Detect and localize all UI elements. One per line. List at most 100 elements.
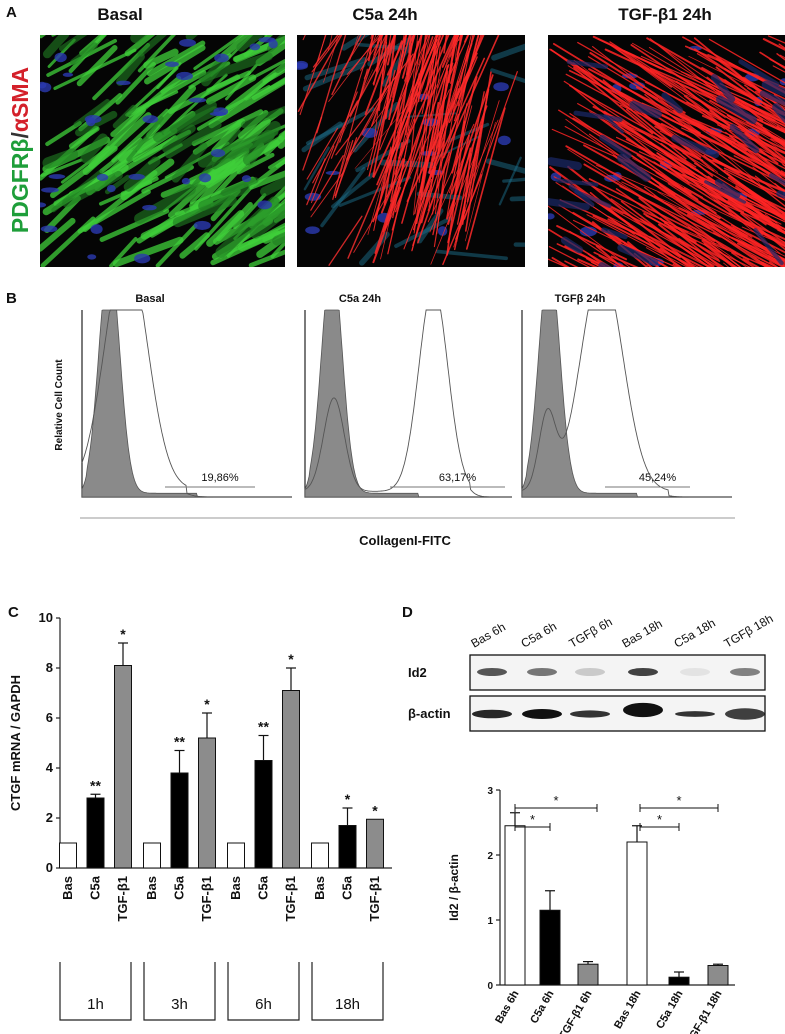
nucleus xyxy=(134,253,151,264)
micrograph xyxy=(297,35,525,267)
fiber xyxy=(593,251,628,267)
x-tick-label: C5a xyxy=(172,875,187,900)
fiber xyxy=(432,83,467,236)
fiber xyxy=(738,75,785,100)
fiber xyxy=(316,35,347,134)
fiber xyxy=(450,74,494,195)
fiber xyxy=(242,120,281,166)
x-tick-label: Bas xyxy=(228,876,243,900)
fiber xyxy=(386,35,408,76)
fiber xyxy=(568,184,595,208)
image-title: TGF-β1 24h xyxy=(618,5,712,24)
lane-label: Bas 6h xyxy=(469,620,508,651)
fiber xyxy=(566,59,609,70)
fiber xyxy=(310,155,344,211)
fiber xyxy=(82,170,158,232)
fiber xyxy=(548,258,568,267)
fiber xyxy=(730,236,785,262)
fiber xyxy=(396,40,420,122)
fiber xyxy=(573,110,623,122)
fiber xyxy=(208,76,285,129)
fiber xyxy=(359,231,390,266)
fiber xyxy=(373,146,392,231)
fiber xyxy=(741,101,785,125)
fiber xyxy=(621,181,694,217)
y-axis-label: Relative Cell Count xyxy=(54,359,65,451)
bar xyxy=(143,842,161,869)
fiber xyxy=(556,225,628,261)
fiber xyxy=(646,264,652,267)
y-tick-label: 8 xyxy=(46,660,53,675)
fiber xyxy=(685,260,699,267)
fiber xyxy=(509,196,525,202)
fiber xyxy=(320,167,366,228)
bar xyxy=(198,737,216,869)
fiber xyxy=(735,238,785,265)
fiber xyxy=(456,35,485,100)
band xyxy=(675,711,715,717)
gate-percentage: 19,86% xyxy=(201,472,239,484)
fiber xyxy=(734,187,785,214)
fiber xyxy=(723,262,730,267)
nucleus xyxy=(142,204,157,211)
fiber xyxy=(752,166,785,193)
bar xyxy=(577,963,599,986)
fiber xyxy=(354,93,418,169)
fiber xyxy=(247,222,285,246)
fiber xyxy=(731,144,785,177)
fiber xyxy=(693,162,753,199)
panel-label: C xyxy=(8,604,19,621)
fiber xyxy=(153,106,220,143)
histogram-title: TGFβ 24h xyxy=(555,293,606,305)
group-bracket xyxy=(143,962,216,1021)
fiber xyxy=(164,120,222,159)
fiber xyxy=(772,103,785,124)
fiber xyxy=(404,35,422,82)
blot-row-label: Id2 xyxy=(408,665,427,680)
fiber xyxy=(372,65,426,223)
fiber xyxy=(602,79,715,172)
fiber xyxy=(363,35,387,79)
fiber xyxy=(433,188,445,248)
fiber xyxy=(70,42,98,66)
fiber xyxy=(51,169,103,213)
fiber xyxy=(334,69,373,152)
fiber xyxy=(311,35,341,73)
fiber xyxy=(372,35,395,85)
fiber xyxy=(383,97,401,206)
fiber xyxy=(334,137,358,197)
stain-label: PDGFRβ/αSMA xyxy=(7,67,33,233)
fiber xyxy=(162,124,196,153)
fiber xyxy=(310,145,335,204)
fiber xyxy=(193,35,245,71)
nucleus xyxy=(90,224,103,235)
fiber xyxy=(372,120,385,178)
nucleus xyxy=(268,39,278,49)
histogram-sample xyxy=(304,309,512,498)
x-tick-label: C5a xyxy=(256,875,271,900)
fiber xyxy=(759,90,785,106)
x-tick-label: Bas 18h xyxy=(612,988,644,1031)
fiber xyxy=(115,62,156,105)
x-tick-label: Bas 6h xyxy=(493,988,522,1025)
fiber xyxy=(629,100,662,119)
fiber xyxy=(462,119,499,200)
nucleus xyxy=(48,174,66,179)
stain-red: αSMA xyxy=(7,67,33,132)
fiber xyxy=(236,152,275,175)
histogram-isotype xyxy=(521,309,732,498)
band xyxy=(725,708,765,720)
fiber xyxy=(696,218,768,267)
fiber xyxy=(754,257,771,267)
fiber xyxy=(678,237,725,267)
nucleus xyxy=(305,226,320,234)
fiber xyxy=(240,105,285,129)
group-bracket xyxy=(59,962,132,1021)
fiber xyxy=(331,35,362,96)
fiber xyxy=(73,98,110,128)
fiber xyxy=(693,48,753,88)
y-tick-label: 6 xyxy=(46,710,53,725)
x-tick-label: TGF-β1 xyxy=(367,876,382,922)
fiber xyxy=(485,158,525,174)
